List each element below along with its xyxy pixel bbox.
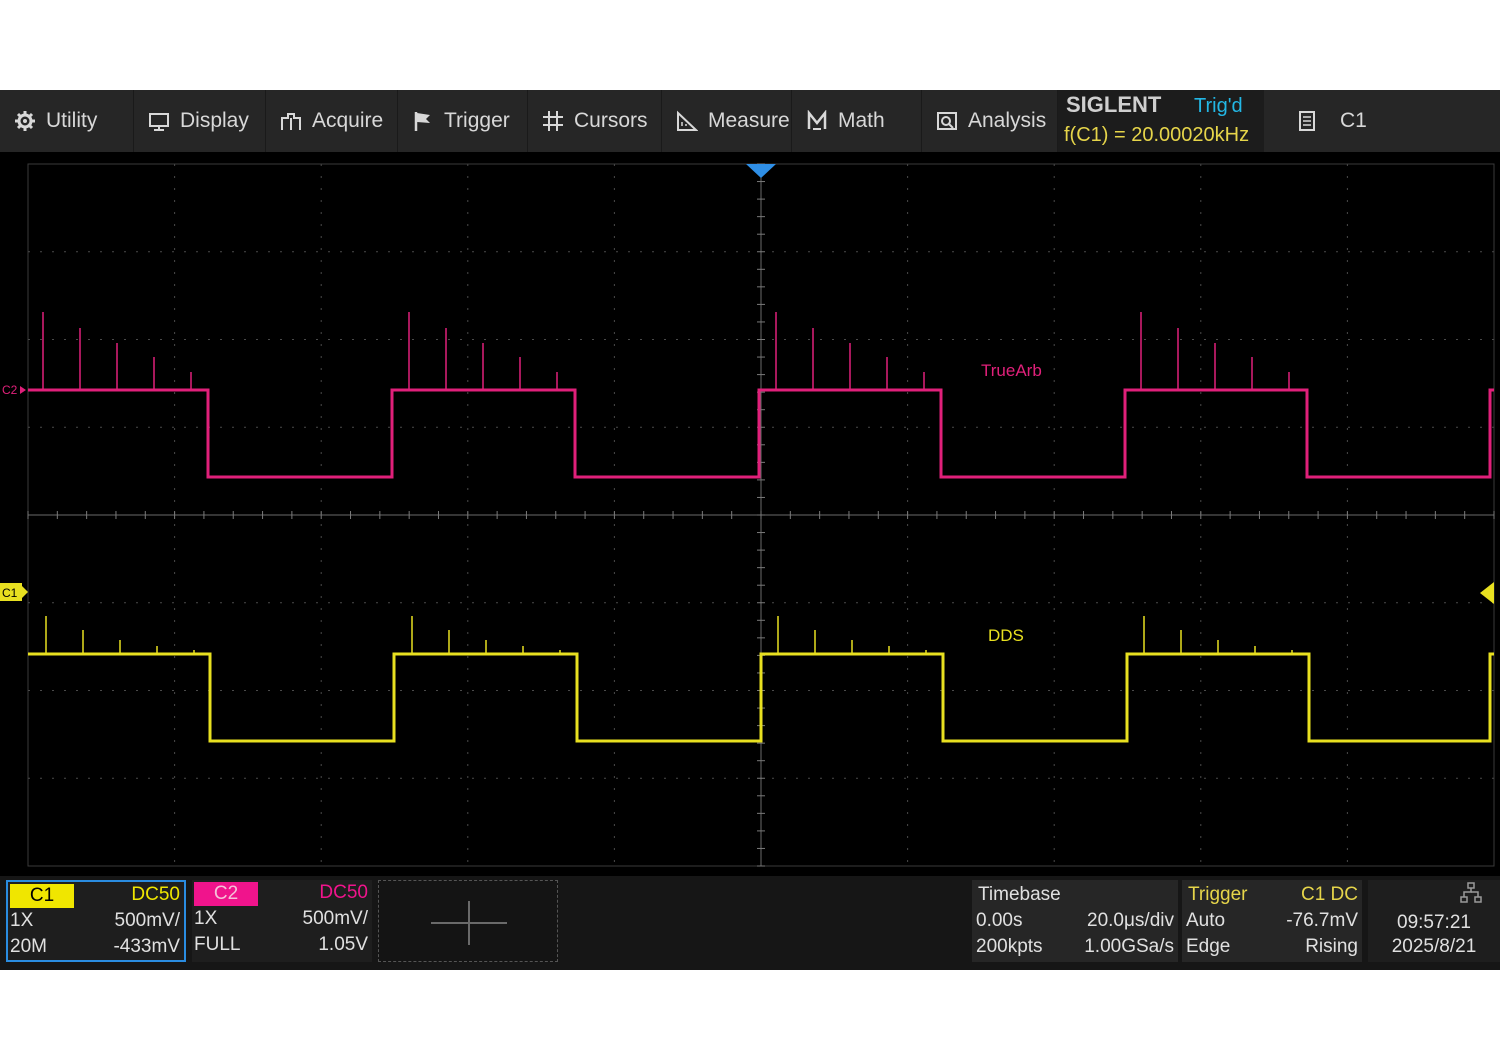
channel-menu-label: C1 (1340, 109, 1367, 132)
menu-cursors-label: Cursors (574, 109, 648, 132)
c1-waveform (28, 616, 1494, 743)
menu-measure-label: Measure (708, 109, 790, 132)
c2-waveform (28, 312, 1494, 479)
c2-offset: 1.05V (318, 934, 368, 955)
c2-tag: C2 (194, 882, 258, 906)
clock-time: 09:57:21 (1397, 912, 1471, 933)
c1-marker-label: C1 (2, 586, 18, 600)
c2-marker-label: C2 (2, 383, 18, 397)
timebase-box[interactable]: Timebase 0.00s 20.0μs/div 200kpts 1.00GS… (972, 880, 1178, 962)
status-panel: SIGLENT Trig'd f(C1) = 20.00020kHz (1058, 90, 1264, 152)
cursors-icon (542, 110, 564, 132)
trigger-source: C1 DC (1300, 884, 1358, 905)
menu-display[interactable]: Display (134, 90, 266, 152)
menu-trigger[interactable]: Trigger (398, 90, 528, 152)
trigger-title: Trigger (1188, 884, 1248, 905)
c1-tag: C1 (10, 884, 74, 908)
channel-1-box[interactable]: C1 DC50 1X 500mV/ 20M -433mV (6, 880, 186, 962)
menu-measure[interactable]: Measure (662, 90, 792, 152)
timebase-scale: 20.0μs/div (1087, 910, 1174, 931)
analysis-icon (936, 110, 958, 132)
menu-trigger-label: Trigger (444, 109, 510, 132)
menu-cursors[interactable]: Cursors (528, 90, 662, 152)
status-bar: C1 DC50 1X 500mV/ 20M -433mV C2 DC50 1X … (0, 876, 1500, 970)
menu-analysis-label: Analysis (968, 109, 1047, 132)
c2-scale: 500mV/ (302, 908, 368, 929)
c1-offset: -433mV (113, 936, 180, 957)
plus-icon (431, 901, 507, 945)
c2-bandwidth: FULL (194, 934, 241, 955)
measure-icon (676, 110, 698, 132)
trigger-box[interactable]: Trigger C1 DC Auto -76.7mV Edge Rising (1182, 880, 1362, 962)
trigger-slope: Rising (1305, 936, 1358, 957)
c2-waveform-label: TrueArb (981, 361, 1042, 380)
document-icon (1298, 110, 1316, 132)
menu-analysis[interactable]: Analysis (922, 90, 1058, 152)
c1-scale: 500mV/ (114, 910, 180, 931)
brand-logo: SIGLENT (1066, 92, 1162, 117)
add-channel-button[interactable] (378, 880, 558, 962)
c1-coupling: DC50 (131, 884, 180, 905)
acquire-icon (280, 110, 302, 132)
menu-math-label: Math (838, 109, 885, 132)
c1-probe: 1X (10, 910, 34, 931)
trigger-level-marker[interactable] (1480, 582, 1494, 604)
trigger-type: Edge (1186, 936, 1231, 957)
c1-waveform-label: DDS (988, 626, 1024, 645)
channel-menu[interactable]: C1 (1282, 90, 1500, 152)
channel-2-box[interactable]: C2 DC50 1X 500mV/ FULL 1.05V (192, 880, 372, 962)
gear-icon (14, 110, 36, 132)
menu-acquire-label: Acquire (312, 109, 384, 132)
menu-utility-label: Utility (46, 109, 98, 132)
menu-math[interactable]: Math (792, 90, 922, 152)
c2-offset-marker[interactable]: C2 (2, 383, 26, 397)
trigger-level: -76.7mV (1286, 910, 1358, 931)
frequency-readout: f(C1) = 20.00020kHz (1064, 124, 1250, 146)
menu-bar: Utility Display Acquire Trigger Cursors (0, 90, 1500, 152)
graticule (27, 163, 1495, 867)
monitor-icon (148, 110, 170, 132)
trigger-status: Trig'd (1194, 95, 1243, 117)
clock-date: 2025/8/21 (1391, 936, 1477, 957)
c1-offset-marker[interactable]: C1 (0, 583, 28, 601)
waveform-display[interactable]: C2 C1 TrueArb DDS (0, 152, 1500, 876)
menu-display-label: Display (180, 109, 249, 132)
menu-utility[interactable]: Utility (0, 90, 134, 152)
c1-bandwidth: 20M (10, 936, 47, 957)
flag-icon (412, 110, 434, 132)
trigger-mode: Auto (1186, 910, 1226, 931)
network-icon (1460, 882, 1482, 910)
c2-probe: 1X (194, 908, 218, 929)
math-icon (806, 110, 828, 132)
timebase-sample-rate: 1.00GSa/s (1084, 936, 1174, 957)
c2-coupling: DC50 (319, 882, 368, 903)
menu-acquire[interactable]: Acquire (266, 90, 398, 152)
timebase-memory: 200kpts (976, 936, 1043, 957)
trigger-position-marker[interactable] (746, 164, 776, 178)
timebase-title: Timebase (978, 884, 1061, 905)
timebase-delay: 0.00s (976, 910, 1023, 931)
clock-box: 09:57:21 2025/8/21 (1368, 880, 1500, 962)
oscilloscope-screen: Utility Display Acquire Trigger Cursors (0, 90, 1500, 970)
